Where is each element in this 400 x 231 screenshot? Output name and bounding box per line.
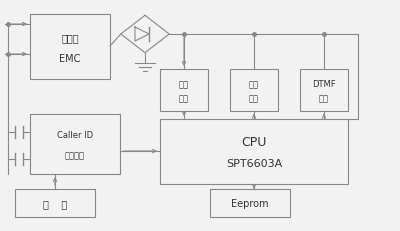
Text: SPT6603A: SPT6603A <box>226 158 282 168</box>
Bar <box>210 189 290 217</box>
Bar <box>230 70 278 112</box>
Bar <box>160 70 208 112</box>
Text: 电    源: 电 源 <box>43 198 67 208</box>
Text: 匹配: 匹配 <box>249 94 259 103</box>
Text: DTMF: DTMF <box>312 80 336 89</box>
Text: 输入回路: 输入回路 <box>65 151 85 160</box>
Text: 检测: 检测 <box>179 94 189 103</box>
Text: CPU: CPU <box>241 136 267 149</box>
Text: 并机: 并机 <box>179 80 189 89</box>
Bar <box>30 15 110 80</box>
Text: EMC: EMC <box>59 54 81 64</box>
Bar <box>300 70 348 112</box>
Bar <box>15 189 95 217</box>
Bar <box>160 119 348 184</box>
Bar <box>30 115 120 174</box>
Text: 防雷击: 防雷击 <box>61 33 79 43</box>
Text: Caller ID: Caller ID <box>57 131 93 140</box>
Text: 拨号: 拨号 <box>319 94 329 103</box>
Text: 阻抗: 阻抗 <box>249 80 259 89</box>
Text: Eeprom: Eeprom <box>231 198 269 208</box>
